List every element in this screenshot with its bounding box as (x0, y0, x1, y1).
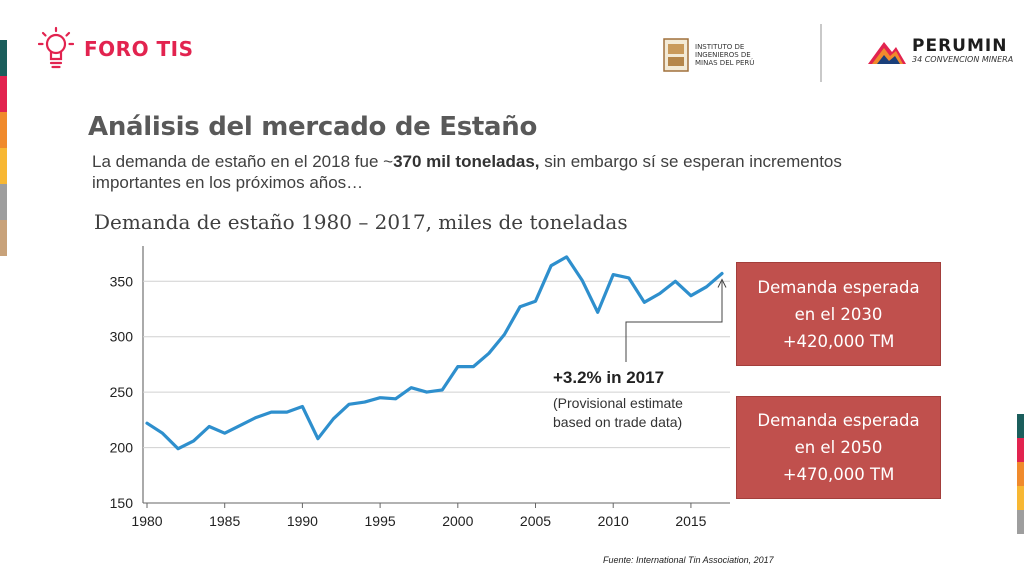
callout-2050: Demanda esperada en el 2050 +470,000 TM (736, 396, 941, 499)
x-tick-label: 2005 (520, 513, 551, 529)
iim-text: INSTITUTO DE INGENIEROS DE MINAS DEL PER… (695, 43, 755, 67)
header-divider (820, 24, 822, 82)
source-note: Fuente: International Tin Association, 2… (603, 555, 774, 565)
callout-2030: Demanda esperada en el 2030 +420,000 TM (736, 262, 941, 366)
demand-line-chart: 150 200 250 300 350 1980 1985 1990 1995 2000 2005 2… (110, 246, 730, 529)
y-tick-label: 250 (110, 384, 134, 400)
slide-title: Análisis del mercado de Estaño (88, 112, 538, 142)
lightbulb-icon (38, 26, 74, 69)
callout-line: Demanda esperada (757, 277, 920, 297)
slide-subtitle: La demanda de estaño en el 2018 fue ~370… (92, 151, 852, 193)
x-tick-label: 2000 (442, 513, 473, 529)
chart-annotation-note: (Provisional estimate based on trade dat… (553, 395, 683, 430)
perumin-logo: PERUMIN 34 CONVENCION MINERA (866, 36, 1013, 66)
x-tick-label: 2015 (675, 513, 706, 529)
callout-line: en el 2050 (794, 438, 883, 457)
callout-value: +470,000 TM (782, 465, 895, 484)
callout-line: Demanda esperada (757, 411, 920, 430)
x-tick-label: 1995 (365, 513, 396, 529)
right-color-stripes (1017, 414, 1024, 534)
callout-value: +420,000 TM (782, 331, 895, 351)
y-tick-label: 150 (110, 495, 134, 511)
perumin-title: PERUMIN (912, 36, 1008, 56)
x-tick-label: 1985 (209, 513, 240, 529)
subtitle-part2: sin embargo sí se esperan incrementos im… (92, 152, 842, 192)
chart-annotation: +3.2% in 2017 (553, 368, 665, 387)
x-tick-label: 1990 (287, 513, 318, 529)
subtitle-part1: La demanda de estaño en el 2018 fue ~ (92, 152, 394, 171)
annotation-connector (625, 281, 723, 362)
logo-text: FORO TIS (84, 37, 194, 61)
y-tick-label: 300 (110, 329, 134, 345)
callout-line: en el 2030 (794, 304, 883, 324)
mountain-icon (868, 42, 906, 64)
perumin-subtitle: 34 CONVENCION MINERA (912, 55, 1014, 64)
x-tick-label: 1980 (131, 513, 162, 529)
series-line (145, 255, 724, 451)
iim-logo: INSTITUTO DE INGENIEROS DE MINAS DEL PER… (663, 38, 775, 72)
iim-emblem-icon (663, 38, 689, 72)
y-tick-label: 200 (110, 440, 134, 456)
x-tick-label: 2010 (598, 513, 629, 529)
foro-tis-logo: FORO TIS (38, 26, 194, 72)
left-color-stripes (0, 40, 7, 256)
y-tick-label: 350 (110, 273, 134, 289)
subtitle-bold: 370 mil toneladas, (393, 152, 540, 171)
chart-title: Demanda de estaño 1980 – 2017, miles de … (94, 210, 628, 234)
annotation-arrowhead (717, 278, 727, 288)
